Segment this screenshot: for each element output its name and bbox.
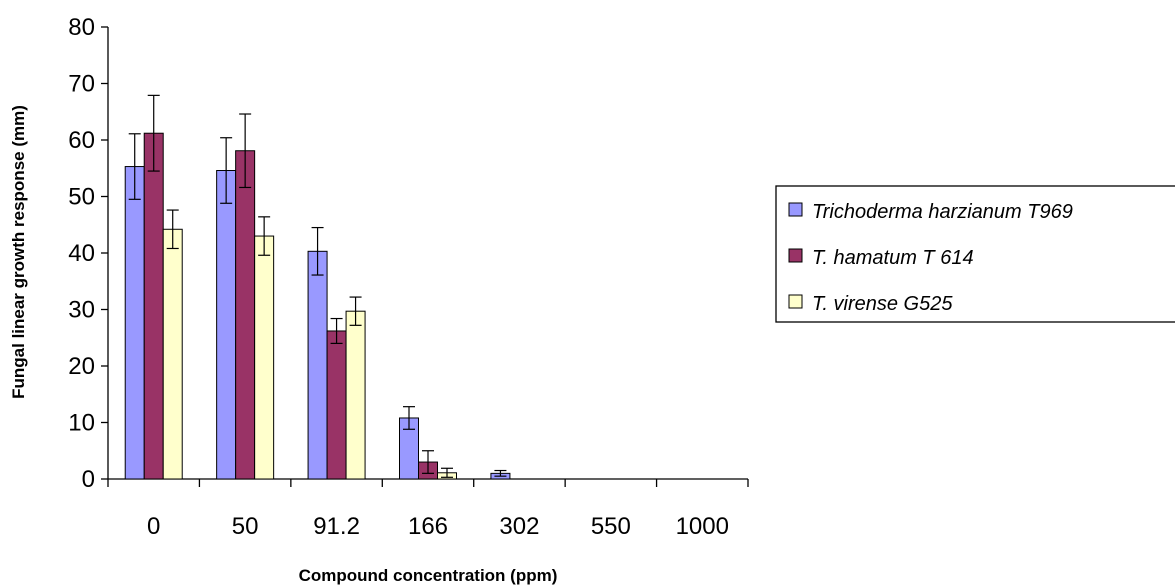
y-tick-label: 50 xyxy=(68,184,95,211)
y-tick-label: 80 xyxy=(68,14,95,41)
bar xyxy=(326,330,347,480)
legend-swatch-t614 xyxy=(788,248,803,263)
y-tick-label: 30 xyxy=(68,297,95,324)
bar xyxy=(216,170,237,480)
x-tick-label: 550 xyxy=(591,513,631,540)
y-axis: 0 10 20 30 40 50 60 70 80 xyxy=(68,14,109,493)
bars xyxy=(124,132,511,480)
y-tick-label: 60 xyxy=(68,127,95,154)
x-tick-label: 166 xyxy=(408,513,448,540)
bar xyxy=(254,235,275,480)
bar xyxy=(124,166,145,480)
bar xyxy=(307,250,328,480)
y-tick-label: 20 xyxy=(68,353,95,380)
bar xyxy=(235,150,256,480)
error-bars xyxy=(128,94,507,478)
x-tick-label: 50 xyxy=(232,513,259,540)
legend-swatch-g525 xyxy=(788,294,803,309)
legend-label-t614: T. hamatum T 614 xyxy=(812,247,974,269)
legend-frame xyxy=(775,185,1175,323)
y-tick-label: 10 xyxy=(68,410,95,437)
legend-label-g525: T. virense G525 xyxy=(812,293,953,315)
y-tick-label: 70 xyxy=(68,71,95,98)
legend-swatch-t969 xyxy=(788,202,803,217)
x-tick-label: 0 xyxy=(147,513,160,540)
legend: Trichoderma harzianum T969 T. hamatum T … xyxy=(775,185,1175,323)
y-tick-label: 0 xyxy=(82,466,95,493)
x-tick-label: 302 xyxy=(499,513,539,540)
y-tick-label: 40 xyxy=(68,240,95,267)
x-axis: 0 50 91.2 166 302 550 1000 xyxy=(107,478,749,540)
x-tick-label: 91.2 xyxy=(313,513,360,540)
bar xyxy=(143,132,164,480)
bar xyxy=(345,310,366,480)
x-tick-label: 1000 xyxy=(676,513,729,540)
bar xyxy=(162,228,183,480)
y-axis-title: Fungal linear growth response (mm) xyxy=(9,105,28,399)
legend-label-t969: Trichoderma harzianum T969 xyxy=(812,201,1073,223)
x-axis-title: Compound concentration (ppm) xyxy=(299,566,558,585)
